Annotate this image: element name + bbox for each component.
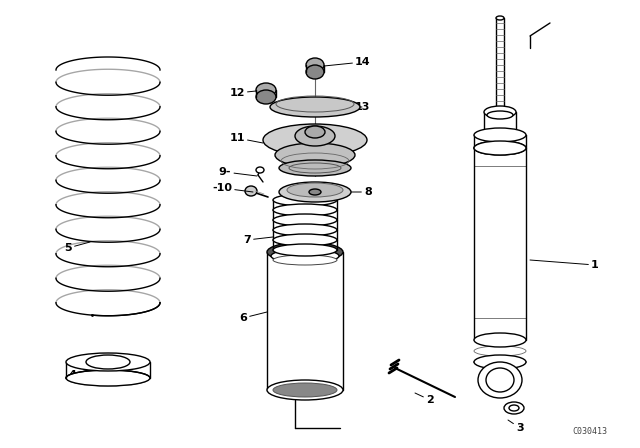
Ellipse shape: [279, 160, 351, 176]
Ellipse shape: [271, 249, 339, 263]
Ellipse shape: [86, 355, 130, 369]
Text: 2: 2: [415, 393, 434, 405]
Ellipse shape: [263, 124, 367, 156]
Ellipse shape: [306, 65, 324, 79]
Text: -10: -10: [212, 183, 253, 193]
Text: 4: 4: [68, 370, 88, 380]
Ellipse shape: [273, 244, 337, 256]
Ellipse shape: [267, 242, 343, 262]
Ellipse shape: [309, 189, 321, 195]
Ellipse shape: [245, 186, 257, 196]
Ellipse shape: [504, 402, 524, 414]
Ellipse shape: [484, 106, 516, 118]
Ellipse shape: [474, 355, 526, 369]
Ellipse shape: [305, 126, 325, 138]
Ellipse shape: [270, 97, 360, 117]
Ellipse shape: [275, 143, 355, 167]
Ellipse shape: [273, 234, 337, 246]
Ellipse shape: [295, 126, 335, 146]
Text: 11: 11: [229, 133, 263, 143]
Ellipse shape: [273, 224, 337, 236]
Ellipse shape: [486, 368, 514, 392]
Text: 9-: 9-: [219, 167, 257, 177]
Text: 8: 8: [351, 187, 372, 197]
Text: 5: 5: [64, 242, 90, 253]
Text: 6: 6: [239, 312, 267, 323]
Ellipse shape: [306, 58, 324, 72]
Text: 14: 14: [324, 57, 371, 67]
Text: 3: 3: [508, 420, 524, 433]
Ellipse shape: [273, 204, 337, 216]
Ellipse shape: [279, 182, 351, 202]
Ellipse shape: [474, 141, 526, 155]
Ellipse shape: [273, 255, 337, 265]
Text: C030413: C030413: [573, 427, 607, 436]
Ellipse shape: [273, 214, 337, 226]
Text: 12: 12: [229, 88, 256, 98]
Text: 13: 13: [355, 102, 370, 112]
Ellipse shape: [66, 353, 150, 371]
Ellipse shape: [509, 405, 519, 411]
Text: 7: 7: [243, 235, 273, 245]
Text: 1: 1: [530, 260, 599, 270]
Ellipse shape: [273, 194, 337, 206]
Ellipse shape: [496, 16, 504, 20]
Ellipse shape: [267, 380, 343, 400]
Ellipse shape: [487, 111, 513, 119]
Ellipse shape: [474, 141, 526, 155]
Ellipse shape: [474, 333, 526, 347]
Ellipse shape: [256, 83, 276, 97]
Ellipse shape: [478, 362, 522, 398]
Ellipse shape: [287, 183, 343, 197]
Ellipse shape: [256, 90, 276, 104]
Ellipse shape: [474, 128, 526, 142]
Ellipse shape: [66, 370, 150, 386]
Ellipse shape: [273, 383, 337, 397]
Ellipse shape: [256, 167, 264, 173]
